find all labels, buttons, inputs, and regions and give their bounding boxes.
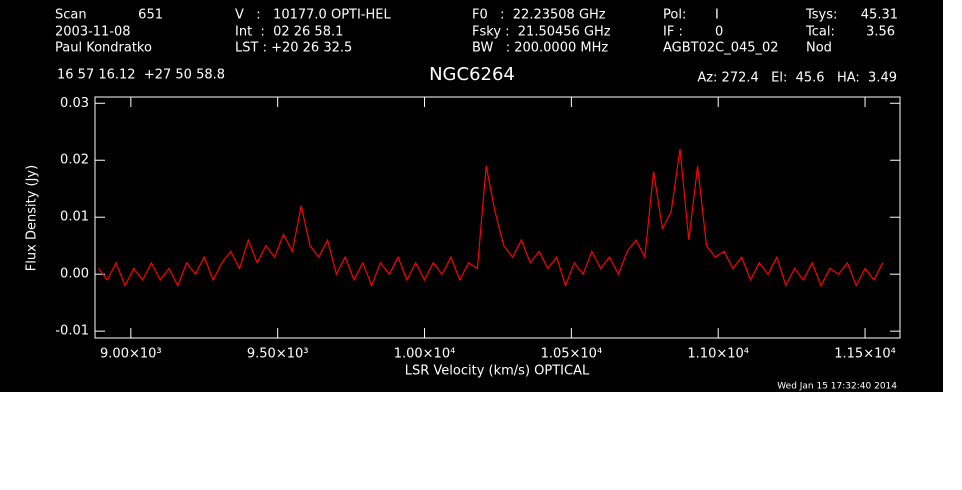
header-text: V : 10177.0 OPTI-HEL	[235, 8, 391, 23]
x-tick-label: 1.00×10⁴	[394, 347, 456, 362]
header-text: Int : 02 26 58.1	[235, 25, 343, 40]
header-text: LST : +20 26 32.5	[235, 41, 352, 56]
y-tick-label: 0.03	[60, 96, 89, 111]
header-text: Pol:	[663, 8, 686, 23]
header-text: Tcal:	[805, 25, 835, 40]
header-text: 16 57 16.12 +27 50 58.8	[57, 68, 225, 83]
x-axis-label: LSR Velocity (km/s) OPTICAL	[405, 364, 590, 379]
header-text: 45.31	[861, 8, 898, 23]
x-tick-label: 1.05×10⁴	[541, 347, 603, 362]
plot-background	[0, 0, 943, 392]
x-tick-label: 9.00×10³	[100, 347, 162, 362]
y-tick-label: 0.00	[60, 267, 89, 282]
chart-title: NGC6264	[429, 64, 515, 85]
header-text: 2003-11-08	[55, 25, 131, 40]
header-text: 3.56	[866, 25, 895, 40]
header-text: Paul Kondratko	[55, 41, 152, 56]
header-text: 651	[138, 8, 163, 23]
header-text: AGBT02C_045_02	[663, 41, 779, 56]
header-text: Wed Jan 15 17:32:40 2014	[777, 382, 897, 392]
header-text: Scan	[55, 8, 87, 23]
header-text: IF :	[663, 25, 683, 40]
header-text: 0	[715, 25, 723, 40]
header-text: Fsky : 21.50456 GHz	[472, 25, 611, 40]
y-tick-label: 0.02	[60, 153, 89, 168]
x-tick-label: 9.50×10³	[247, 347, 309, 362]
header-text: BW : 200.0000 MHz	[472, 41, 608, 56]
y-tick-label: 0.01	[60, 210, 89, 225]
x-tick-label: 1.15×10⁴	[834, 347, 896, 362]
header-text: Az: 272.4 El: 45.6 HA: 3.49	[697, 71, 897, 86]
header-text: Tsys:	[805, 8, 837, 23]
x-tick-label: 1.10×10⁴	[687, 347, 749, 362]
header-text: I	[715, 8, 719, 23]
header-text: Nod	[806, 41, 832, 56]
y-axis-label: Flux Density (Jy)	[25, 165, 40, 271]
header-text: F0 : 22.23508 GHz	[472, 8, 606, 23]
spectrum-line	[98, 148, 884, 288]
y-tick-label: -0.01	[55, 324, 89, 339]
